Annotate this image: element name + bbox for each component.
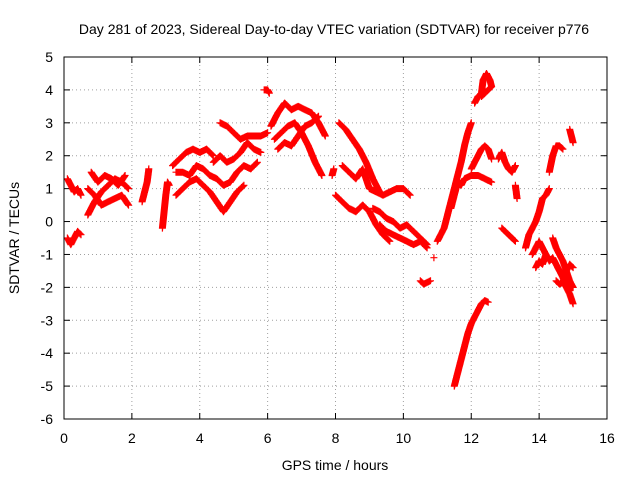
y-tick-label-4: -2 — [41, 279, 54, 295]
series-seg24 — [430, 254, 438, 262]
series-seg39 — [566, 125, 577, 147]
point-markers-seg5 — [87, 168, 129, 189]
point-markers-seg17 — [328, 165, 338, 179]
point-markers-seg8 — [169, 145, 217, 170]
y-tick-label-6: 0 — [45, 214, 53, 230]
point-markers-seg6 — [138, 165, 153, 206]
point-markers-seg30 — [494, 148, 519, 176]
data-points — [63, 70, 577, 390]
series-seg32 — [511, 181, 521, 202]
point-markers-seg11 — [209, 139, 265, 166]
y-tick-label-3: -3 — [41, 312, 54, 328]
y-tick-label-10: 4 — [45, 82, 53, 98]
point-markers-seg2 — [63, 175, 85, 199]
series-seg26 — [447, 172, 496, 212]
series-seg6 — [138, 165, 153, 206]
x-tick-label-4: 8 — [332, 430, 340, 446]
point-markers-seg20 — [338, 162, 414, 199]
x-tick-label-0: 0 — [60, 430, 68, 446]
series-seg38 — [552, 277, 574, 295]
point-markers-seg31 — [498, 224, 519, 245]
point-markers-seg18 — [332, 191, 394, 245]
x-tick-label-1: 2 — [128, 430, 136, 446]
series-seg2 — [63, 175, 85, 199]
series-seg37 — [545, 142, 567, 176]
y-tick-label-5: -1 — [41, 246, 54, 262]
y-tick-label-8: 2 — [45, 148, 53, 164]
point-markers-seg28 — [467, 142, 496, 173]
series-seg16 — [274, 112, 322, 153]
point-markers-seg12 — [216, 119, 272, 143]
series-seg17 — [328, 165, 338, 179]
y-tick-label-1: -5 — [41, 378, 54, 394]
point-markers-seg39 — [566, 125, 577, 147]
point-markers-seg32 — [511, 181, 521, 202]
series-seg40 — [562, 260, 577, 275]
series-seg8 — [169, 145, 217, 170]
series-seg4 — [84, 185, 132, 209]
series-seg23 — [416, 277, 434, 288]
series-seg30 — [494, 148, 519, 176]
point-markers-seg24 — [430, 254, 438, 262]
series-seg12 — [216, 119, 272, 143]
point-markers-seg37 — [545, 142, 567, 176]
series-seg34 — [528, 237, 550, 258]
x-tick-label-8: 16 — [599, 430, 615, 446]
x-axis-label: GPS time / hours — [282, 457, 389, 473]
point-markers-seg33 — [522, 185, 553, 252]
x-tick-label-5: 10 — [396, 430, 412, 446]
series-seg33 — [522, 185, 553, 252]
point-markers-seg27 — [450, 297, 492, 390]
x-tick-label-6: 12 — [463, 430, 479, 446]
point-markers-seg26 — [447, 172, 496, 212]
y-tick-label-9: 3 — [45, 115, 53, 131]
series-seg7 — [158, 178, 173, 232]
point-markers-seg10 — [172, 158, 261, 189]
point-markers-seg1 — [63, 227, 85, 249]
series-seg27 — [450, 297, 492, 390]
series-seg13 — [260, 86, 273, 97]
point-markers-seg19 — [335, 119, 384, 196]
point-markers-seg23 — [416, 277, 434, 288]
point-markers-seg38 — [552, 277, 574, 295]
point-markers-seg22 — [376, 221, 431, 252]
point-markers-seg16 — [274, 112, 322, 153]
series-seg1 — [63, 227, 85, 249]
x-tick-label-3: 6 — [264, 430, 272, 446]
y-tick-label-0: -6 — [41, 411, 54, 427]
point-markers-seg29 — [471, 70, 496, 107]
point-markers-seg4 — [84, 185, 132, 209]
point-markers-seg9 — [172, 175, 248, 216]
series-seg19 — [335, 119, 384, 196]
chart-title: Day 281 of 2023, Sidereal Day-to-day VTE… — [79, 21, 589, 37]
series-seg5 — [87, 168, 129, 189]
x-tick-label-2: 4 — [196, 430, 204, 446]
series-seg20 — [338, 162, 414, 199]
x-tick-label-7: 14 — [531, 430, 547, 446]
series-seg18 — [332, 191, 394, 245]
y-tick-label-7: 1 — [45, 181, 53, 197]
series-seg22 — [376, 221, 431, 252]
point-markers-seg7 — [158, 178, 173, 232]
point-markers-seg13 — [260, 86, 273, 97]
point-markers-seg40 — [562, 260, 577, 275]
y-axis-label: SDTVAR / TECUs — [6, 182, 22, 294]
series-seg11 — [209, 139, 265, 166]
y-tick-label-2: -4 — [41, 345, 54, 361]
series-seg28 — [467, 142, 496, 173]
series-seg31 — [498, 224, 519, 245]
y-tick-label-11: 5 — [45, 49, 53, 65]
series-seg10 — [172, 158, 261, 189]
point-markers-seg34 — [528, 237, 550, 258]
series-seg9 — [172, 175, 248, 216]
plot-frame — [63, 56, 608, 420]
series-seg29 — [471, 70, 496, 107]
